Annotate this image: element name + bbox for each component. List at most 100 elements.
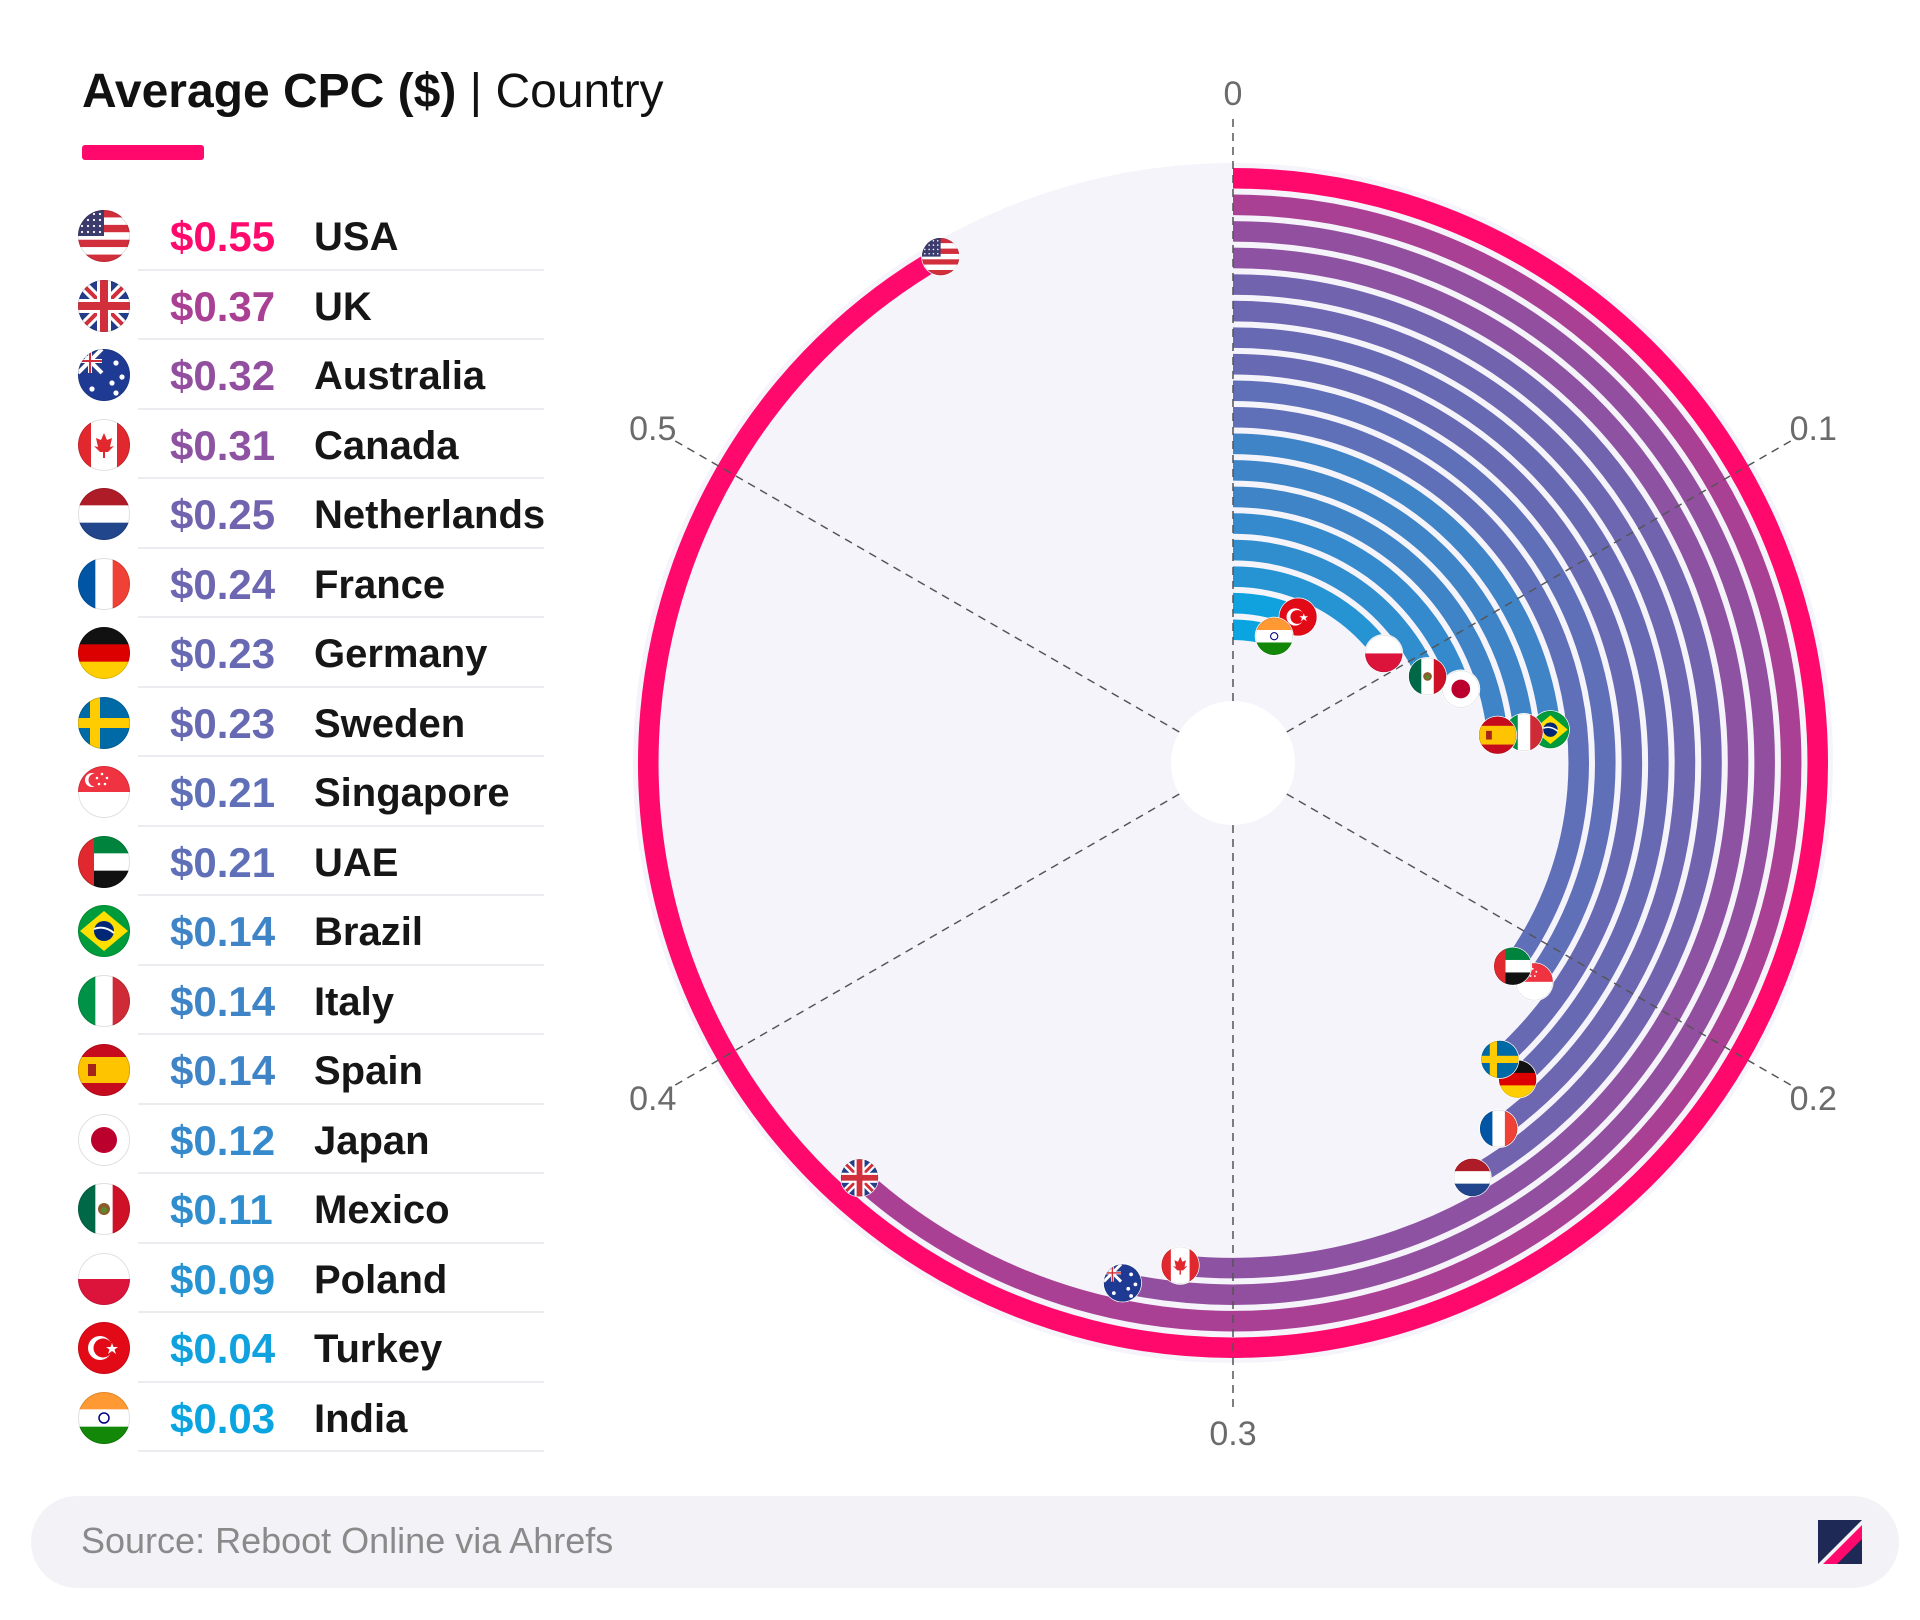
bar-singapore <box>1232 380 1616 988</box>
legend-value: $0.25 <box>170 491 276 538</box>
sweden-flag-icon <box>78 696 130 749</box>
legend-row: $0.14 Spain <box>74 1035 544 1105</box>
legend-row: $0.37 UK <box>74 271 544 340</box>
spain-flag-icon <box>1478 715 1518 755</box>
uk-flag-icon <box>78 279 130 332</box>
bar-netherlands <box>1232 274 1722 1187</box>
mexico-flag-icon <box>1408 656 1447 696</box>
chart-title: Average CPC ($) | Country <box>82 64 664 119</box>
bar-canada <box>1179 247 1749 1279</box>
legend-row: $0.11 Mexico <box>74 1174 544 1244</box>
france-flag-icon <box>78 557 130 610</box>
bar-japan <box>1232 513 1471 693</box>
legend-row: $0.25 Netherlands <box>74 479 546 549</box>
legend-row: $0.55 USA <box>74 201 544 271</box>
legend-divider <box>138 338 544 340</box>
legend-country: India <box>314 1396 408 1441</box>
legend-divider <box>138 616 544 618</box>
legend-divider <box>138 824 544 827</box>
legend-row: $0.09 Poland <box>74 1244 544 1313</box>
legend-country: USA <box>314 215 399 259</box>
legend-value: $0.11 <box>170 1186 273 1233</box>
radial-bar-chart: 0 0.1 0.2 0.3 0.4 0.5 <box>629 75 1837 1453</box>
legend-country: UK <box>314 284 372 329</box>
legend-value: $0.32 <box>170 352 276 399</box>
tick-label: 0.2 <box>1790 1080 1837 1118</box>
singapore-flag-icon <box>78 766 130 818</box>
legend-value: $0.21 <box>170 769 276 816</box>
legend-divider <box>138 546 544 549</box>
uae-flag-icon <box>78 835 130 888</box>
legend-divider <box>138 963 544 966</box>
legend-row: $0.23 Germany <box>74 618 544 688</box>
legend-value: $0.12 <box>170 1116 276 1164</box>
bar-mexico <box>1232 539 1437 681</box>
legend-value: $0.14 <box>170 1047 276 1094</box>
legend-country: Poland <box>314 1257 448 1302</box>
legend-row: $0.31 Canada <box>74 410 544 479</box>
italy-flag-icon <box>78 974 130 1027</box>
mexico-flag-icon <box>78 1183 130 1235</box>
poland-flag-icon <box>78 1252 130 1305</box>
france-flag-icon <box>1479 1109 1519 1149</box>
netherlands-flag-icon <box>78 488 130 540</box>
legend-row: $0.04 Turkey <box>74 1313 544 1383</box>
source-text: Source: Reboot Online via Ahrefs <box>81 1520 614 1561</box>
legend-value: $0.14 <box>170 908 276 955</box>
legend-row: $0.32 Australia <box>74 340 544 410</box>
india-flag-icon <box>78 1391 130 1444</box>
tick-label: 0.1 <box>1790 410 1837 448</box>
poland-flag-icon <box>1364 634 1404 673</box>
legend-value: $0.23 <box>170 699 276 747</box>
legend-country: Sweden <box>314 701 466 746</box>
legend-divider <box>138 268 544 271</box>
legend-row: $0.21 Singapore <box>74 757 544 827</box>
legend-value: $0.37 <box>170 282 276 330</box>
legend-divider <box>138 1241 544 1244</box>
canada-flag-icon <box>78 418 130 471</box>
tick-label: 0.5 <box>629 410 676 448</box>
tick-label: 0.3 <box>1209 1415 1256 1453</box>
legend-value: $0.31 <box>170 421 276 469</box>
bar-italy <box>1232 460 1535 734</box>
netherlands-flag-icon <box>1452 1157 1492 1197</box>
spain-flag-icon <box>78 1044 130 1096</box>
title-bold: Average CPC ($) <box>82 65 457 118</box>
legend: $0.55 USA $0.37 UK $0.32 Australia $0.31 Canada… <box>74 201 546 1452</box>
title-rest: | Country <box>456 65 664 118</box>
legend-row: $0.03 India <box>74 1383 544 1452</box>
legend-row: $0.14 Brazil <box>74 896 544 966</box>
legend-divider <box>138 1033 544 1035</box>
legend-country: Mexico <box>314 1188 450 1232</box>
legend-country: UAE <box>314 840 399 885</box>
bar-uae <box>1232 407 1589 973</box>
legend-divider <box>138 1311 544 1313</box>
legend-row: $0.24 France <box>74 549 544 618</box>
legend-value: $0.14 <box>170 977 276 1025</box>
legend-row: $0.14 Italy <box>74 966 544 1035</box>
uae-flag-icon <box>1493 946 1533 986</box>
title-underline <box>82 145 204 160</box>
legend-row: $0.23 Sweden <box>74 688 544 757</box>
legend-value: $0.23 <box>170 630 276 677</box>
india-flag-icon <box>1254 616 1294 656</box>
turkey-flag-icon <box>1278 597 1318 637</box>
legend-country: Turkey <box>314 1327 443 1371</box>
germany-flag-icon <box>78 627 130 679</box>
legend-value: $0.09 <box>170 1255 276 1303</box>
legend-country: Netherlands <box>314 493 546 537</box>
legend-value: $0.03 <box>170 1394 276 1442</box>
japan-flag-icon <box>78 1113 130 1166</box>
legend-value: $0.04 <box>170 1325 276 1372</box>
usa-flag-icon <box>921 237 961 277</box>
canada-flag-icon <box>1160 1245 1200 1285</box>
legend-divider <box>138 1450 544 1452</box>
japan-flag-icon <box>1441 669 1481 709</box>
legend-divider <box>138 755 544 757</box>
legend-divider <box>138 894 544 896</box>
legend-divider <box>138 407 544 410</box>
legend-value: $0.55 <box>170 213 276 260</box>
bar-australia <box>1120 221 1775 1305</box>
legend-country: Italy <box>314 979 395 1024</box>
bar-germany <box>1232 327 1669 1087</box>
